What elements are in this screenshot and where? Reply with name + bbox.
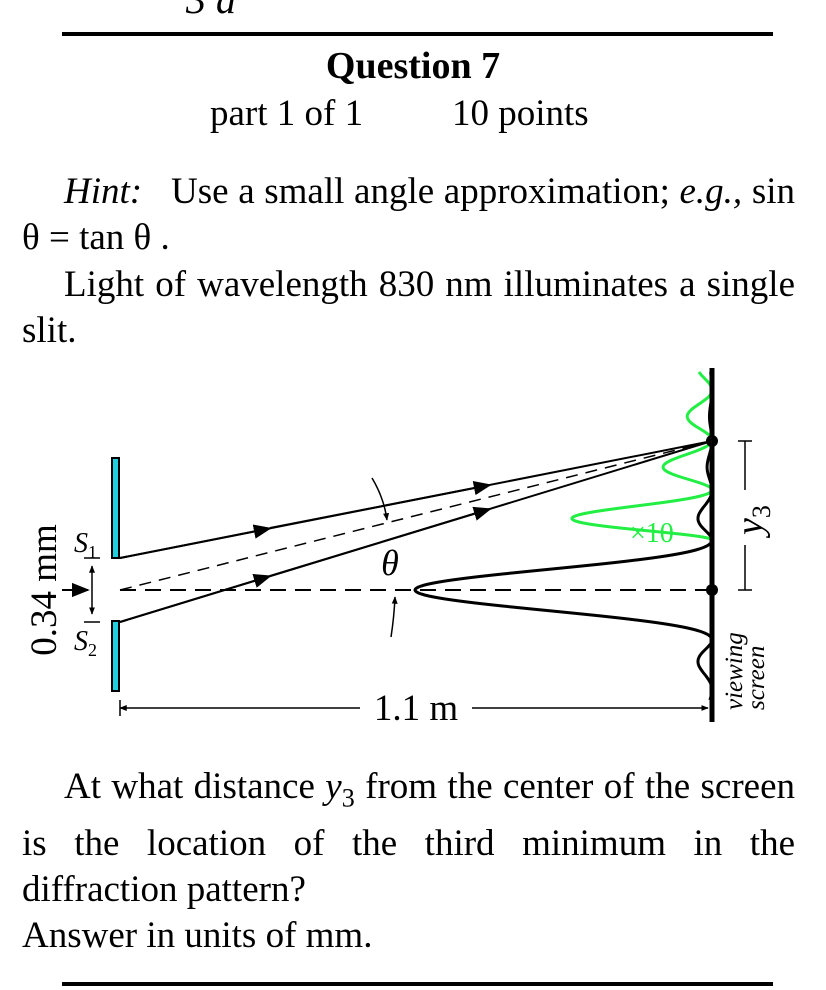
question-title: Question 7 — [325, 45, 501, 87]
slit2-sub: 2 — [88, 640, 97, 660]
diagram: y3 viewing screen 1.1 m θ ×10 S1 S2 0.34… — [24, 368, 776, 729]
slit2-letter: S — [74, 626, 88, 657]
slit2-label: S2 — [74, 626, 97, 660]
answer-units: Answer in units of mm. — [22, 915, 373, 957]
slit-separation: 0.34 mm — [24, 524, 65, 656]
hint-example-prefix: e.g., — [679, 171, 743, 212]
question-points: 10 points — [452, 93, 589, 134]
slits — [111, 457, 120, 692]
rays — [119, 440, 713, 623]
bottom-rule — [62, 982, 773, 986]
question: At what distance y3 from the center of t… — [22, 764, 795, 959]
screen-distance: 1.1 m — [374, 688, 459, 729]
question-var: y — [325, 766, 342, 807]
screen-label-2: screen — [743, 646, 770, 710]
magnification-label: ×10 — [630, 518, 674, 549]
intro-text: Light of wavelength 830 nm illuminates a… — [22, 264, 795, 351]
angle-arrows — [371, 477, 398, 638]
hint: Hint: Use a small angle approximation; e… — [22, 169, 795, 261]
center-ray — [119, 440, 713, 591]
y3-letter: y — [729, 518, 771, 539]
slit1-sub: 1 — [88, 542, 97, 562]
question-after: from the center of the screen is the loc… — [22, 766, 796, 911]
center-dot — [706, 584, 718, 596]
intro: Light of wavelength 830 nm illuminates a… — [22, 262, 795, 354]
third-minimum-dot — [706, 435, 718, 447]
y3-sub: 3 — [747, 505, 776, 518]
angle-label: θ — [381, 543, 399, 583]
top-fragment: 3 a — [186, 0, 236, 23]
magnified-intensity — [570, 371, 715, 540]
top-rule — [62, 32, 773, 36]
hint-label: Hint: — [64, 171, 143, 212]
y3-label: y3 — [729, 505, 776, 539]
question-var-sub: 3 — [341, 783, 355, 813]
question-before: At what distance — [64, 766, 315, 807]
question-part: part 1 of 1 — [210, 93, 364, 134]
separation-marks — [62, 557, 100, 623]
hint-text: Use a small angle approximation; — [171, 171, 670, 212]
hint-example: sin θ = tan θ . — [22, 171, 796, 258]
slit1-letter: S — [74, 528, 88, 559]
slit1-label: S1 — [74, 528, 97, 562]
y3-dimension — [738, 440, 752, 591]
screen-label-1: viewing — [721, 632, 748, 710]
